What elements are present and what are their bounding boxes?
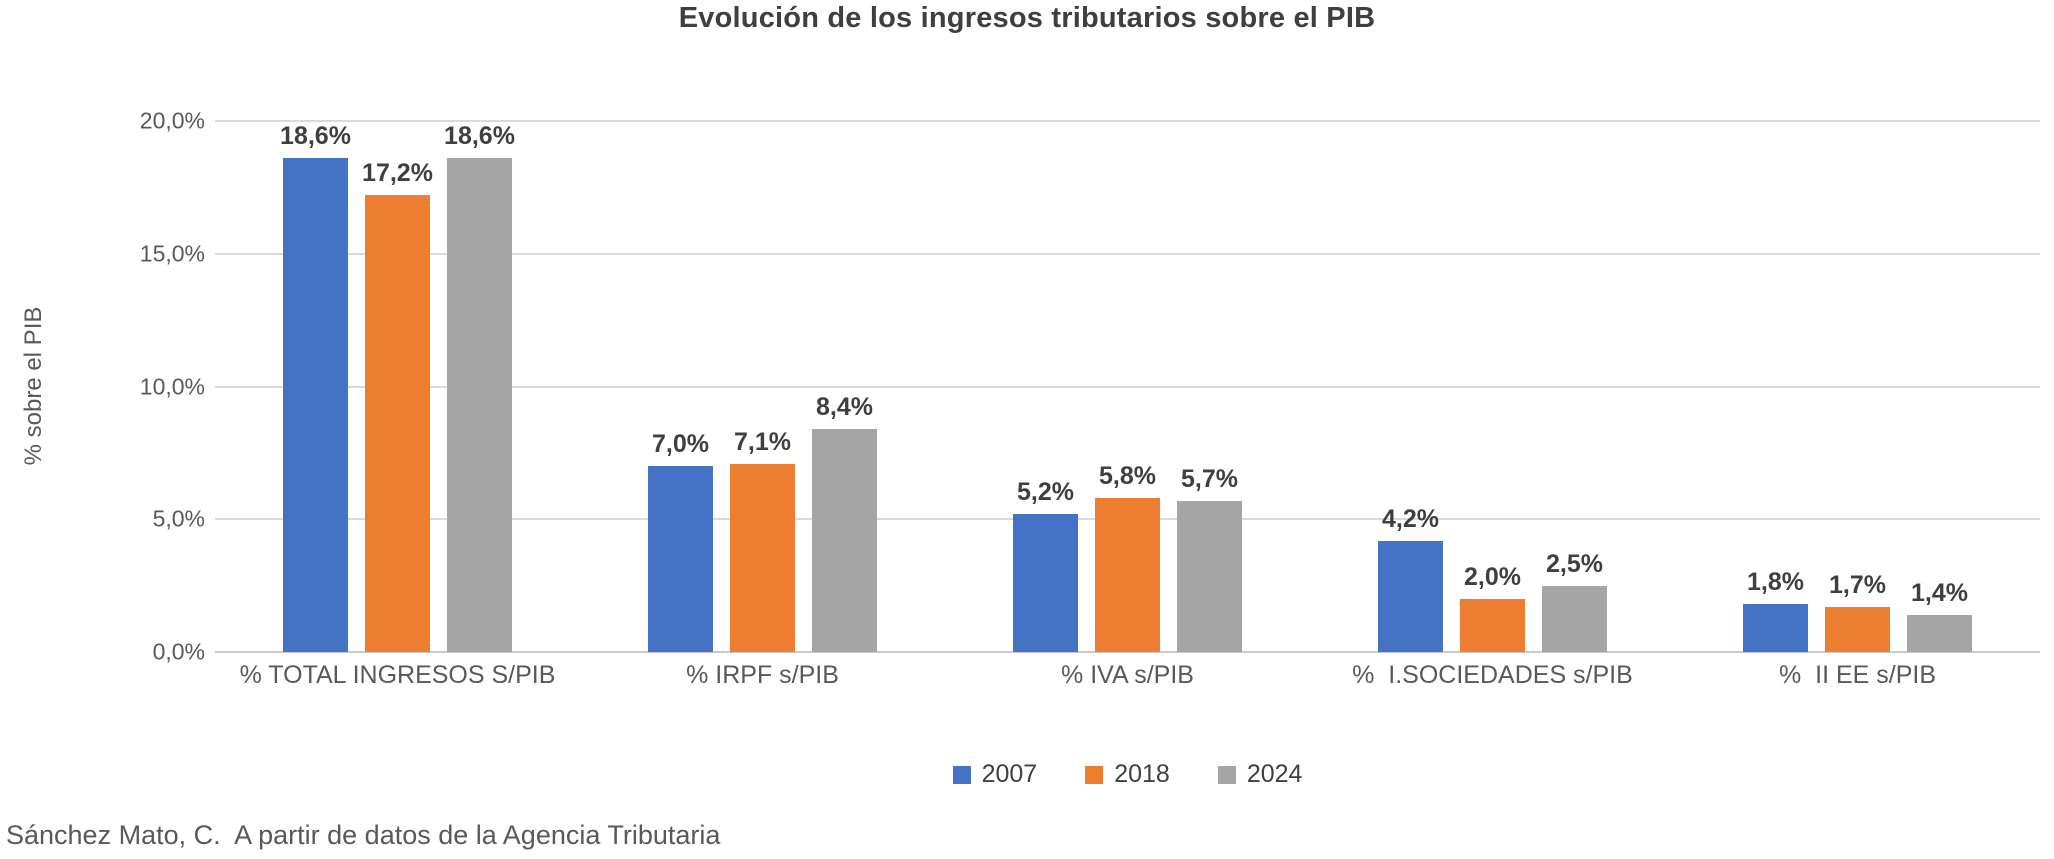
bar-2018: [730, 463, 795, 652]
legend: 2007 2018 2024: [215, 760, 2040, 789]
bar-2024: [812, 428, 877, 652]
legend-label: 2018: [1114, 760, 1170, 788]
legend-item-2007: 2007: [952, 760, 1038, 789]
bar-column: 1,4%: [1907, 579, 1972, 652]
bar-column: 18,6%: [444, 122, 515, 652]
legend-swatch-icon: [952, 765, 971, 784]
bar-column: 1,8%: [1743, 568, 1808, 652]
y-tick-label: 10,0%: [139, 373, 205, 399]
y-tick-label: 20,0%: [139, 107, 205, 134]
category-label: % TOTAL INGRESOS S/PIB: [239, 661, 556, 689]
y-tick-label: 5,0%: [152, 505, 205, 532]
bar-column: 2,0%: [1460, 563, 1525, 652]
bar-2024: [1177, 500, 1242, 652]
category-label: % I.SOCIEDADES s/PIB: [1352, 661, 1633, 689]
bar-2007: [1743, 604, 1808, 652]
bar-column: 5,2%: [1013, 478, 1078, 652]
bar-column: 8,4%: [812, 393, 877, 652]
legend-swatch-icon: [1085, 765, 1104, 784]
bar-value-label: 2,0%: [1464, 562, 1521, 591]
category-label: % II EE s/PIB: [1779, 661, 1936, 689]
bar-column: 17,2%: [362, 159, 433, 652]
bar-2018: [365, 195, 430, 652]
bar-2018: [1095, 498, 1160, 652]
bar-value-label: 1,8%: [1747, 568, 1804, 597]
bar-value-label: 18,6%: [280, 122, 351, 151]
bar-value-label: 7,1%: [734, 427, 791, 456]
bar-column: 18,6%: [280, 122, 351, 652]
legend-item-2024: 2024: [1217, 760, 1303, 789]
bar-group: 1,8% 1,7% 1,4%: [1675, 121, 2040, 652]
bar-column: 7,1%: [730, 428, 795, 652]
x-axis-category-labels: % TOTAL INGRESOS S/PIB % IRPF s/PIB % IVA …: [215, 661, 2040, 690]
bar-group: 18,6% 17,2% 18,6%: [215, 121, 580, 652]
bar-2024: [1542, 585, 1607, 652]
x-axis-baseline: [215, 651, 2040, 653]
gridline: [215, 385, 2040, 388]
bar-group: 4,2% 2,0% 2,5%: [1310, 121, 1675, 652]
bar-value-label: 8,4%: [816, 392, 873, 421]
bar-column: 5,7%: [1177, 465, 1242, 652]
bar-2024: [1907, 614, 1972, 652]
bar-groups: 18,6% 17,2% 18,6% 7,0% 7,1% 8,4% 5,2% 5,8% 5,7% 4…: [215, 121, 2040, 652]
legend-swatch-icon: [1217, 765, 1236, 784]
gridline: [215, 120, 2040, 122]
source-attribution: Sánchez Mato, C. A partir de datos de la…: [6, 820, 721, 850]
bar-column: 1,7%: [1825, 571, 1890, 652]
bar-2007: [648, 466, 713, 652]
bar-value-label: 5,8%: [1099, 462, 1156, 491]
bar-column: 2,5%: [1542, 550, 1607, 652]
bar-2024: [447, 158, 512, 652]
bar-column: 4,2%: [1378, 505, 1443, 652]
bar-value-label: 5,7%: [1181, 464, 1238, 493]
chart-title: Evolución de los ingresos tributarios so…: [678, 2, 1376, 34]
legend-item-2018: 2018: [1085, 760, 1170, 789]
bar-2007: [1378, 540, 1443, 652]
legend-label: 2007: [981, 760, 1038, 788]
bar-group: 5,2% 5,8% 5,7%: [945, 121, 1310, 652]
bar-2018: [1825, 606, 1890, 652]
legend-label: 2024: [1246, 760, 1303, 788]
bar-value-label: 1,4%: [1911, 578, 1968, 607]
bar-column: 7,0%: [648, 430, 713, 652]
bar-value-label: 17,2%: [362, 159, 433, 188]
y-tick-label: 15,0%: [139, 240, 205, 267]
bar-value-label: 4,2%: [1382, 504, 1439, 533]
bar-value-label: 7,0%: [652, 430, 709, 459]
bar-value-label: 1,7%: [1829, 570, 1886, 599]
category-label: % IRPF s/PIB: [686, 661, 839, 689]
category-label: % IVA s/PIB: [1061, 661, 1194, 689]
bar-value-label: 18,6%: [444, 122, 515, 151]
bar-column: 5,8%: [1095, 462, 1160, 652]
plot-area: 18,6% 17,2% 18,6% 7,0% 7,1% 8,4% 5,2% 5,8% 5,7% 4…: [215, 120, 2040, 653]
y-tick-label: 0,0%: [152, 638, 205, 665]
bar-2007: [283, 158, 348, 652]
bar-value-label: 5,2%: [1017, 477, 1074, 506]
bar-2007: [1013, 513, 1078, 652]
bar-value-label: 2,5%: [1546, 549, 1603, 578]
gridline: [215, 252, 2040, 255]
bar-group: 7,0% 7,1% 8,4%: [580, 121, 945, 652]
bar-2018: [1460, 598, 1525, 652]
